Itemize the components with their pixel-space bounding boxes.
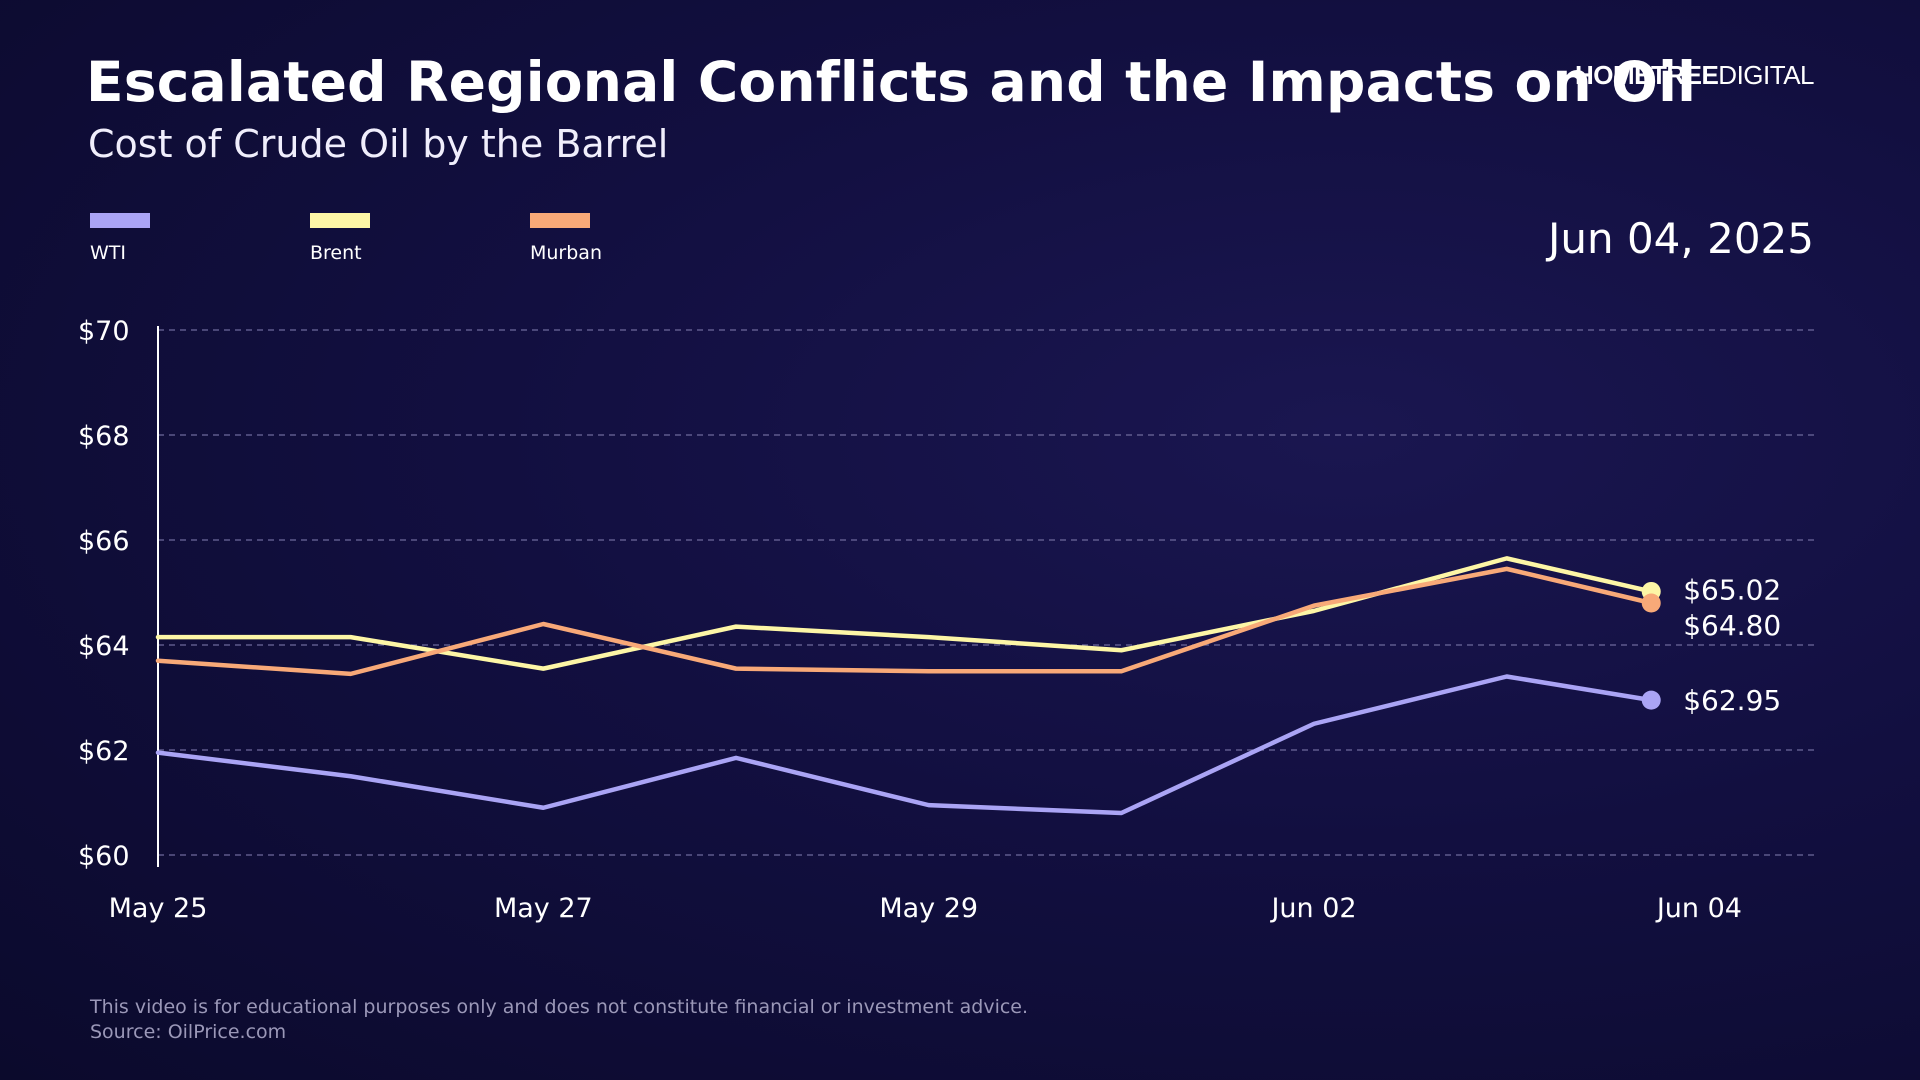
y-tick-label: $66	[78, 526, 130, 557]
y-tick-label: $70	[78, 316, 130, 347]
x-tick-label: Jun 02	[1269, 893, 1356, 924]
series-line-wti	[155, 674, 1654, 816]
page-subtitle: Cost of Crude Oil by the Barrel	[88, 122, 669, 166]
legend-swatch-murban	[530, 213, 590, 228]
legend-label-brent: Brent	[310, 242, 362, 264]
end-value-label-murban: $64.80	[1683, 609, 1781, 642]
legend-label-murban: Murban	[530, 242, 602, 264]
x-tick-label: May 25	[109, 893, 208, 924]
x-tick-label: May 27	[494, 893, 593, 924]
brand-logo-bold: HOMETREE	[1574, 60, 1719, 90]
current-date: Jun 04, 2025	[1547, 214, 1814, 263]
page-title: Escalated Regional Conflicts and the Imp…	[86, 50, 1697, 114]
legend-swatch-wti	[90, 213, 150, 228]
legend-swatch-brent	[310, 213, 370, 228]
series-line-brent	[155, 556, 1654, 671]
end-value-label-brent: $65.02	[1683, 573, 1781, 606]
legend-item-brent: Brent	[310, 213, 370, 264]
y-tick-label: $68	[78, 421, 130, 452]
x-tick-label: May 29	[879, 893, 978, 924]
disclaimer-text: This video is for educational purposes o…	[90, 996, 1029, 1018]
brand-logo: HOMETREEDIGITAL	[1574, 60, 1815, 91]
brand-logo-light: DIGITAL	[1718, 60, 1814, 90]
y-tick-label: $64	[78, 631, 130, 662]
source-text: Source: OilPrice.com	[90, 1021, 287, 1043]
footer: This video is for educational purposes o…	[90, 995, 1028, 1045]
series-line-murban	[155, 566, 1654, 677]
x-tick-label: Jun 04	[1655, 893, 1742, 924]
y-tick-label: $62	[78, 736, 130, 767]
legend-item-wti: WTI	[90, 213, 150, 264]
end-value-label-wti: $62.95	[1683, 684, 1781, 717]
legend-label-wti: WTI	[90, 242, 126, 264]
series-endpoint-wti	[1641, 690, 1661, 710]
series-endpoint-murban	[1641, 593, 1661, 613]
legend-item-murban: Murban	[530, 213, 602, 264]
y-tick-label: $60	[78, 841, 130, 872]
